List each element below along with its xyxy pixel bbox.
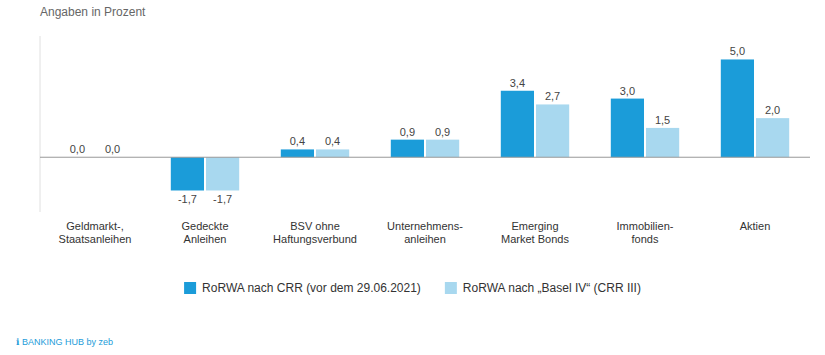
subtitle: Angaben in Prozent [40, 5, 146, 19]
legend-swatch [445, 282, 457, 294]
data-label: 3,0 [620, 85, 635, 97]
data-label: 1,5 [655, 114, 670, 126]
chart: Angaben in Prozent 0,0 -1,7 0,4 0,9 3,4 3,0 5,0… [0, 0, 825, 355]
bar [171, 157, 204, 190]
x-tick-label: Unternehmens-anleihen [387, 220, 463, 245]
bar [206, 157, 239, 190]
data-label: 0,0 [105, 143, 120, 155]
x-tick-label: Aktien [740, 220, 771, 232]
x-tick-label: Immobilien-fonds [617, 220, 674, 245]
bar [611, 99, 644, 158]
legend-swatch [184, 282, 196, 294]
bar [426, 140, 459, 158]
legend-entry: RoRWA nach CRR (vor dem 29.06.2021) [202, 281, 421, 295]
x-tick-label: BSV ohneHaftungsverbund [273, 220, 357, 245]
legend: RoRWA nach CRR (vor dem 29.06.2021) RoRWA… [184, 281, 641, 295]
x-tick-label: EmergingMarket Bonds [501, 220, 569, 245]
x-tick-labels: Geldmarkt-,Staatsanleihen GedeckteAnleihe… [59, 220, 771, 245]
baseline [40, 157, 810, 158]
data-label: 0,9 [400, 126, 415, 138]
bar [391, 140, 424, 158]
data-label: 2,7 [545, 90, 560, 102]
bars [171, 59, 789, 190]
data-label: 0,4 [290, 135, 305, 147]
data-labels: 0,0 -1,7 0,4 0,9 3,4 3,0 5,0 0,0 -1,7 0,4 0,9 2,7 1,… [70, 45, 780, 205]
data-label: 2,0 [765, 104, 780, 116]
legend-entry: RoRWA nach „Basel IV“ (CRR III) [463, 281, 641, 295]
data-label: -1,7 [178, 193, 197, 205]
bar [281, 149, 314, 157]
x-tick-label: Geldmarkt-,Staatsanleihen [59, 220, 132, 245]
bar [536, 104, 569, 157]
x-tick-label: GedeckteAnleihen [181, 220, 228, 245]
data-label: 5,0 [730, 45, 745, 57]
value-axis-range [40, 36, 41, 212]
watermark: ℹ︎ BANKING HUB by zeb [16, 337, 113, 347]
data-label: -1,7 [213, 193, 232, 205]
bar [721, 59, 754, 157]
bar [501, 91, 534, 157]
data-label: 3,4 [510, 77, 525, 89]
data-label: 0,9 [435, 126, 450, 138]
bar [316, 149, 349, 157]
bar [756, 118, 789, 157]
data-label: 0,4 [325, 135, 340, 147]
bar [646, 128, 679, 157]
data-label: 0,0 [70, 143, 85, 155]
